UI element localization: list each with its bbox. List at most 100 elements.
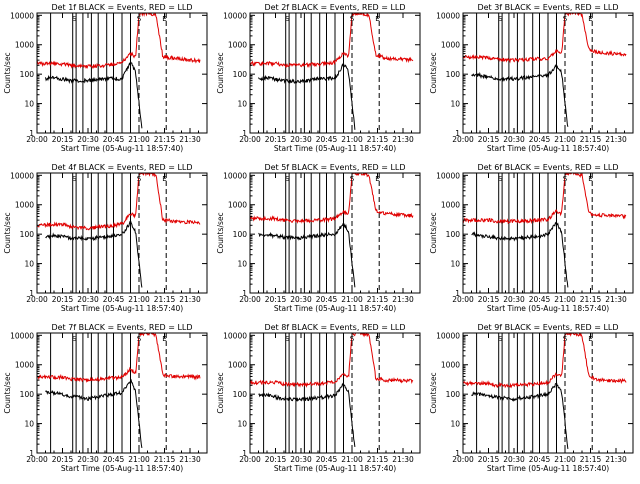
events-series-line	[471, 64, 569, 127]
x-tick-label: 20:00	[452, 135, 474, 144]
events-series-line	[258, 382, 356, 447]
x-tick-label: 20:30	[503, 135, 525, 144]
panel-6: Det 6f BLACK = Events, RED = LLD S S E 20:00…	[429, 163, 634, 313]
x-tick-label: 20:00	[452, 295, 474, 304]
x-tick-label: 20:15	[478, 295, 500, 304]
y-axis-label: Counts/sec	[429, 212, 438, 253]
y-axis-label: Counts/sec	[3, 212, 12, 253]
panel-data	[37, 333, 201, 448]
x-tick-label: 20:15	[52, 135, 74, 144]
x-tick-label: 21:00	[341, 295, 363, 304]
top-mark-label: E	[375, 175, 379, 183]
y-axis-label: Counts/sec	[429, 372, 438, 413]
y-tick-label: 10	[237, 100, 247, 109]
x-tick-label: 20:45	[103, 455, 125, 464]
x-tick-label: 21:30	[179, 455, 201, 464]
x-axis-label: Start Time (05-Aug-11 18:57:40)	[487, 464, 609, 473]
lld-series-line	[463, 13, 627, 64]
x-tick-label: 21:15	[367, 295, 389, 304]
x-tick-label: 20:00	[26, 135, 48, 144]
x-axis-label: Start Time (05-Aug-11 18:57:40)	[61, 304, 183, 313]
lld-series-line	[37, 13, 201, 70]
panel-title: Det 3f BLACK = Events, RED = LLD	[477, 3, 618, 12]
y-axis-label: Counts/sec	[216, 52, 225, 93]
x-tick-label: 21:30	[179, 295, 201, 304]
x-tick-label: 21:30	[605, 135, 627, 144]
y-tick-label: 100	[20, 390, 35, 399]
panel-9: Det 9f BLACK = Events, RED = LLD S S E 20:00…	[429, 323, 634, 473]
x-tick-label: 20:30	[77, 295, 99, 304]
top-mark-label: S	[285, 175, 290, 183]
panel-title: Det 6f BLACK = Events, RED = LLD	[477, 163, 618, 172]
x-tick-label: 20:45	[529, 135, 551, 144]
y-axis-label: Counts/sec	[216, 212, 225, 253]
y-tick-label: 10	[237, 260, 247, 269]
x-tick-label: 21:30	[605, 455, 627, 464]
lld-series-line	[37, 333, 201, 384]
top-mark-label: E	[375, 335, 379, 343]
y-tick-label: 1	[455, 129, 460, 138]
panel-data	[463, 13, 627, 127]
y-tick-label: 1	[29, 289, 34, 298]
y-tick-label: 100	[233, 230, 248, 239]
x-tick-label: 21:30	[392, 455, 414, 464]
lld-series-line	[37, 173, 201, 231]
y-tick-label: 1000	[441, 361, 460, 370]
x-tick-label: 20:30	[77, 455, 99, 464]
panel-4: Det 4f BLACK = Events, RED = LLD S S E 20:00…	[3, 163, 208, 313]
x-tick-label: 21:15	[367, 455, 389, 464]
x-tick-label: 21:00	[128, 135, 150, 144]
top-mark-label: E	[162, 175, 166, 183]
panel-title: Det 1f BLACK = Events, RED = LLD	[51, 3, 192, 12]
panel-data	[250, 173, 414, 288]
y-tick-label: 10	[237, 420, 247, 429]
panel-title: Det 7f BLACK = Events, RED = LLD	[51, 323, 192, 332]
y-tick-label: 10	[24, 100, 34, 109]
lld-series-line	[250, 333, 414, 388]
x-tick-label: 21:30	[605, 295, 627, 304]
top-mark-label: S	[498, 175, 503, 183]
top-mark-label: E	[588, 15, 592, 23]
y-axis-label: Counts/sec	[429, 52, 438, 93]
x-tick-label: 20:45	[529, 455, 551, 464]
panel-title: Det 2f BLACK = Events, RED = LLD	[264, 3, 405, 12]
panel-data	[463, 333, 627, 449]
panel-data	[250, 333, 414, 447]
y-tick-label: 1	[29, 129, 34, 138]
x-tick-label: 20:00	[239, 135, 261, 144]
events-series-line	[45, 219, 143, 288]
events-series-line	[471, 221, 569, 288]
x-tick-label: 21:30	[392, 295, 414, 304]
y-tick-label: 100	[446, 390, 461, 399]
y-axis-label: Counts/sec	[216, 372, 225, 413]
y-tick-label: 1	[29, 449, 34, 458]
y-tick-label: 10000	[223, 331, 247, 340]
x-tick-label: 20:15	[52, 295, 74, 304]
y-tick-label: 1000	[15, 201, 34, 210]
x-tick-label: 20:45	[103, 295, 125, 304]
y-tick-label: 100	[446, 230, 461, 239]
y-tick-label: 10	[24, 420, 34, 429]
x-tick-label: 20:15	[478, 135, 500, 144]
events-series-line	[45, 378, 143, 448]
events-series-line	[471, 382, 569, 449]
lld-series-line	[463, 173, 627, 225]
y-tick-label: 10	[450, 100, 460, 109]
x-axis-label: Start Time (05-Aug-11 18:57:40)	[487, 144, 609, 153]
y-tick-label: 1	[455, 289, 460, 298]
panel-3: Det 3f BLACK = Events, RED = LLD S S E 20:00…	[429, 3, 634, 153]
top-mark-label: S	[285, 15, 290, 23]
top-mark-label: S	[563, 15, 568, 23]
panel-data	[37, 13, 201, 129]
x-axis-label: Start Time (05-Aug-11 18:57:40)	[274, 464, 396, 473]
x-tick-label: 20:30	[503, 455, 525, 464]
y-tick-label: 10000	[436, 171, 460, 180]
x-tick-label: 21:00	[341, 135, 363, 144]
y-tick-label: 10	[24, 260, 34, 269]
y-tick-label: 10000	[223, 171, 247, 180]
x-tick-label: 21:15	[580, 455, 602, 464]
top-mark-label: E	[588, 335, 592, 343]
y-tick-label: 1	[242, 449, 247, 458]
